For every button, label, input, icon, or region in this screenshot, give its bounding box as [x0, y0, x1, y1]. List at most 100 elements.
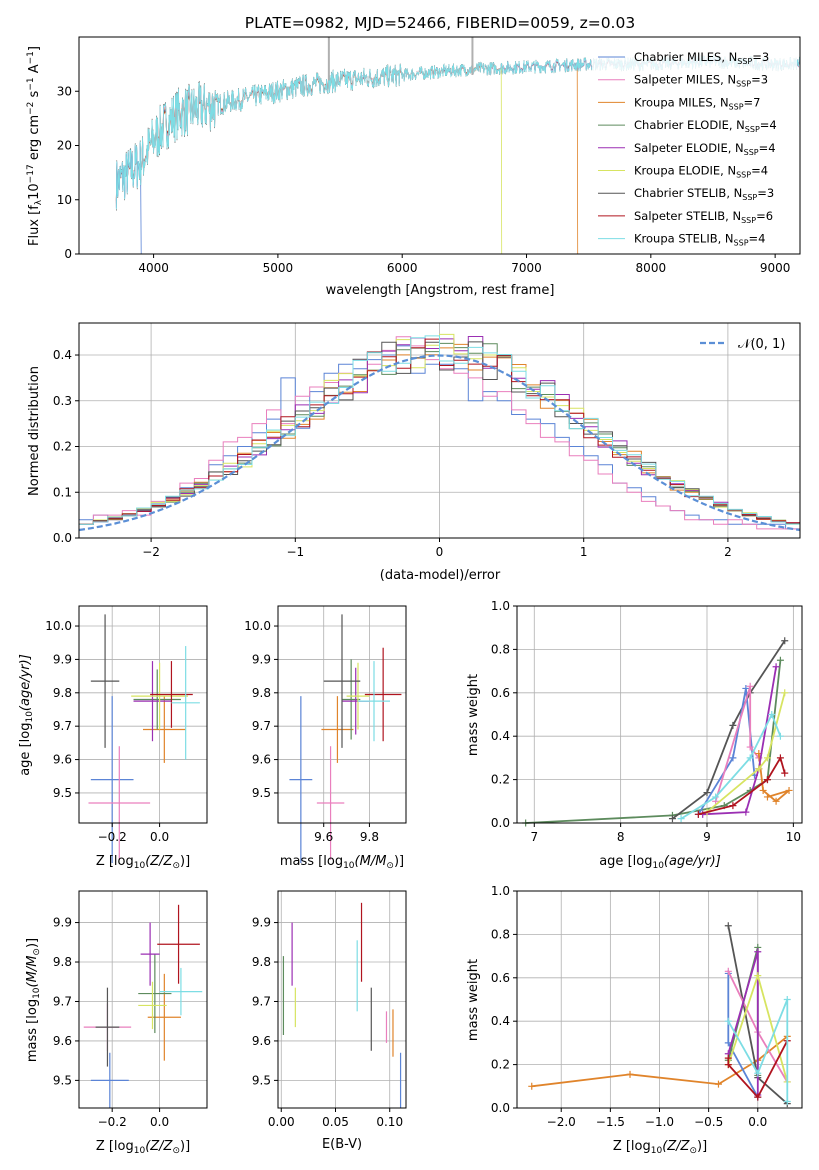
y-tick-label: 9.9	[53, 652, 72, 666]
mass-vs-z-panel: −0.2 0.0 9.59.69.79.89.9 Z [log10(Z/Z⊙)] …	[25, 890, 208, 1156]
y-tick-label: 9.6	[53, 753, 72, 767]
y-tick-label: 1.0	[491, 599, 510, 613]
weight-marker	[729, 802, 737, 810]
y-tick-label: 9.8	[53, 955, 72, 969]
weight-marker	[724, 922, 732, 930]
x-tick-label: 8	[617, 830, 625, 844]
weight-line-krou_miles	[755, 750, 793, 805]
errorbar-chab_miles	[289, 696, 313, 864]
weight-marker	[724, 1017, 732, 1025]
errorbar-salp_elodie	[140, 922, 160, 986]
y-tick-label: 9.7	[53, 994, 72, 1008]
y-tick-label: 9.6	[252, 1034, 271, 1048]
weight-marker	[763, 754, 771, 762]
age-z-x-ticks: −0.2 0.0	[98, 823, 169, 844]
age-z-x-label: Z [log10(Z/Z⊙)]	[96, 854, 190, 871]
mw-z-y-label: mass weight	[466, 959, 481, 1041]
histogram-y-ticks: 0.0 0.1 0.2 0.3 0.4	[53, 348, 79, 545]
mw-age-x-ticks: 7 8 9 10	[530, 823, 801, 844]
weight-marker	[746, 682, 754, 690]
mass-ebv-frame	[277, 890, 407, 1109]
weight-marker	[742, 684, 750, 692]
y-tick-label: 1.0	[491, 884, 510, 898]
y-tick-label: 10.0	[45, 619, 72, 633]
mw-age-x-label: age [log10(age/yr)]	[599, 854, 721, 871]
x-tick-label: −1	[286, 545, 304, 559]
legend-entry: Chabrier ELODIE, NSSP=4	[634, 118, 777, 134]
age-vs-mass-panel: 9.6 9.8 9.5 9.6 9.7 9.8 9.9 10.0 mass [log10(M…	[244, 605, 407, 871]
mass-ebv-y-ticks: 9.5 9.6 9.7 9.8 9.9	[252, 916, 278, 1087]
errorbar-krou_elodie	[131, 662, 189, 730]
weight-marker	[729, 754, 737, 762]
weight-line-krou_stelib	[677, 711, 784, 823]
legend-entry: Kroupa MILES, NSSP=7	[634, 95, 760, 111]
age-mass-x-label: mass [log10(M/M⊙)]	[280, 854, 404, 871]
mw-z-plot	[528, 922, 791, 1108]
mass-z-frame	[78, 890, 208, 1109]
age-mass-frame	[277, 605, 407, 824]
mw-z-x-label: Z [log10(Z/Z⊙)]	[613, 1139, 707, 1156]
normal-curve	[78, 354, 801, 532]
residual-histogram-panel: −2 −1 0 1 2 0.0 0.1 0.2 0.3 0.4 (data-model)/err…	[27, 322, 801, 583]
x-tick-label: 6000	[387, 261, 418, 275]
mass-vs-ebv-panel: 0.00 0.05 0.10 9.5 9.6 9.7 9.8 9.9 E(B-V)	[252, 890, 407, 1152]
y-tick-label: 0.2	[491, 1058, 510, 1072]
x-tick-label: 0	[436, 545, 444, 559]
weight-path	[757, 753, 790, 803]
weight-marker	[742, 808, 750, 816]
legend-entry: Salpeter STELIB, NSSP=6	[634, 209, 773, 225]
mass-z-plot	[83, 904, 203, 1108]
spectrum-plot	[115, 37, 801, 255]
weight-marker	[781, 769, 789, 777]
errorbar-krou_miles	[147, 973, 181, 1061]
weight-marker	[768, 711, 776, 718]
y-tick-label: 9.9	[252, 916, 271, 930]
y-tick-label: 0.4	[491, 729, 510, 743]
x-tick-label: 1	[580, 545, 588, 559]
histogram-x-label: (data-model)/error	[380, 568, 501, 583]
age-vs-z-panel: −0.2 0.0 9.5 9.6 9.7 9.8 9.9 10.0 Z [log10(Z/Z…	[18, 605, 208, 871]
weight-marker	[783, 1097, 791, 1105]
age-mass-y-ticks: 9.5 9.6 9.7 9.8 9.9 10.0	[244, 619, 278, 800]
y-tick-label: 0.0	[491, 1101, 510, 1115]
weight-marker	[703, 789, 711, 797]
errorbar-salp_stelib	[150, 661, 193, 728]
normal-legend-label: 𝒩(0, 1)	[738, 337, 785, 352]
x-tick-label: −1.5	[596, 1115, 625, 1129]
weight-marker	[781, 689, 789, 697]
errorbar-krou_elodie	[346, 662, 370, 730]
x-tick-label: 0.05	[322, 1115, 349, 1129]
spectrum-panel: 4000 5000 6000 7000 8000 9000 0 10 20 30 wavelen…	[26, 36, 801, 298]
errorbar-salp_stelib	[364, 647, 402, 742]
weight-line-chab_elodie	[522, 656, 784, 827]
y-tick-label: 0.2	[491, 773, 510, 787]
weight-path	[525, 660, 782, 824]
histogram-y-label: Normed distribution	[27, 366, 42, 496]
weight-marker	[772, 663, 780, 671]
errorbar-chab_miles	[90, 696, 134, 864]
mw-z-x-ticks: −2.0 −1.5 −1.0 −0.5 0.0	[547, 1108, 767, 1129]
y-tick-label: 10.0	[244, 619, 271, 633]
mass-z-x-label: Z [log10(Z/Z⊙)]	[96, 1139, 190, 1156]
histogram-chab_miles	[78, 345, 800, 538]
x-tick-label: 9.8	[360, 830, 379, 844]
spectrum-legend: Chabrier MILES, NSSP=3 Salpeter MILES, NS…	[592, 42, 797, 252]
mass-ebv-x-ticks: 0.00 0.05 0.10	[268, 1108, 403, 1129]
mass-z-y-label: mass [log10(M/M⊙)]	[25, 938, 42, 1062]
weight-marker	[754, 1093, 762, 1101]
weight-marker	[755, 765, 763, 773]
x-tick-label: −0.2	[98, 1115, 127, 1129]
weight-path	[727, 999, 789, 1102]
y-tick-label: 0.6	[491, 686, 510, 700]
y-tick-label: 9.8	[53, 686, 72, 700]
x-tick-label: 2	[724, 545, 732, 559]
weight-marker	[783, 996, 791, 1003]
errorbar-krou_miles	[143, 696, 186, 763]
x-tick-label: −0.2	[98, 830, 127, 844]
errorbar-krou_elodie	[138, 981, 167, 1030]
errorbar-chab_stelib	[323, 614, 361, 748]
y-tick-label: 9.9	[252, 652, 271, 666]
legend-entry: Salpeter MILES, NSSP=3	[634, 73, 768, 89]
weight-marker	[724, 967, 732, 975]
x-tick-label: −0.5	[694, 1115, 723, 1129]
